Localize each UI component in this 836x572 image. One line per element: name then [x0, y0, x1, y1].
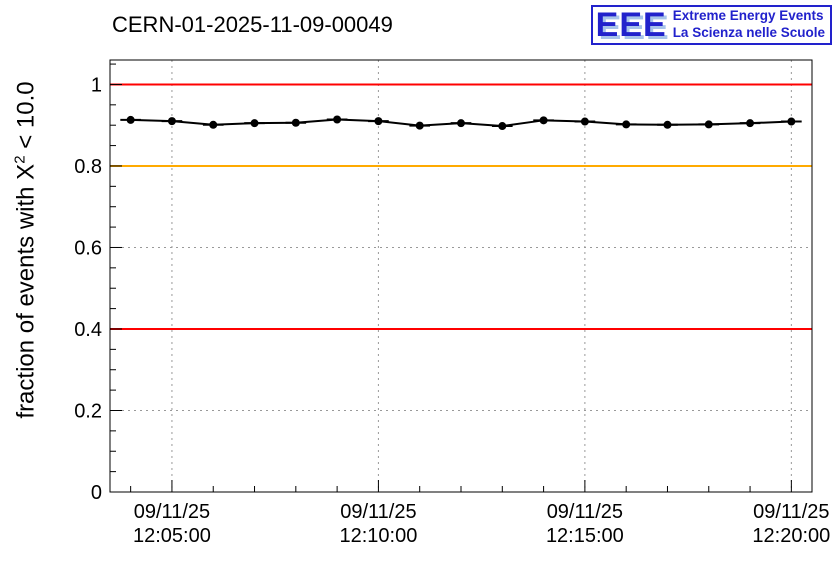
svg-text:12:10:00: 12:10:00 [339, 525, 417, 547]
reference-lines [110, 83, 812, 330]
axes [109, 59, 813, 493]
eee-logo-acronym: EEE [595, 6, 667, 44]
svg-text:12:20:00: 12:20:00 [752, 525, 830, 547]
svg-text:0.2: 0.2 [74, 400, 102, 422]
svg-text:12:05:00: 12:05:00 [133, 525, 211, 547]
svg-text:0: 0 [91, 482, 102, 504]
svg-text:09/11/25: 09/11/25 [753, 501, 829, 523]
svg-text:09/11/25: 09/11/25 [134, 501, 210, 523]
svg-text:0.4: 0.4 [74, 319, 102, 341]
svg-text:09/11/25: 09/11/25 [547, 501, 623, 523]
svg-text:0.6: 0.6 [74, 237, 102, 259]
eee-logo-text: Extreme Energy Events La Scienza nelle S… [673, 8, 825, 42]
gridlines [110, 60, 812, 492]
eee-logo-line1: Extreme Energy Events [672, 8, 824, 24]
tick-labels: 00.20.40.60.8109/11/2512:05:0009/11/2512… [74, 74, 830, 547]
data-series [120, 115, 802, 131]
eee-logo: EEE Extreme Energy Events La Scienza nel… [590, 5, 832, 45]
svg-text:1: 1 [91, 74, 102, 96]
svg-text:0.8: 0.8 [74, 156, 102, 178]
eee-logo-line2: La Scienza nelle Scuole [672, 25, 825, 40]
svg-text:09/11/25: 09/11/25 [340, 501, 416, 523]
svg-text:12:15:00: 12:15:00 [546, 525, 624, 547]
plot-title: CERN-01-2025-11-09-00049 [112, 12, 393, 37]
